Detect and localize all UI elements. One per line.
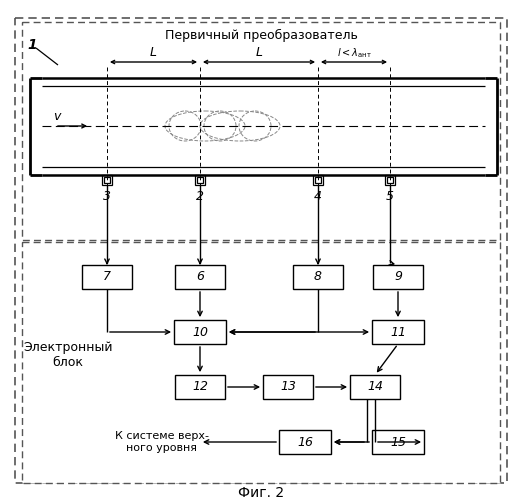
Bar [372, 430, 424, 454]
Bar [102, 175, 112, 185]
Bar [293, 265, 343, 289]
Bar [372, 320, 424, 344]
Bar [195, 175, 205, 185]
Bar [279, 430, 331, 454]
Text: 9: 9 [394, 270, 402, 283]
Bar [387, 177, 393, 183]
Bar [174, 320, 226, 344]
Text: К системе верх-
ного уровня: К системе верх- ного уровня [115, 431, 209, 453]
Text: 14: 14 [367, 380, 383, 394]
Text: 15: 15 [390, 436, 406, 448]
Bar [315, 177, 321, 183]
Bar [104, 177, 110, 183]
Bar [175, 265, 225, 289]
Text: v: v [53, 110, 61, 124]
Bar [22, 22, 500, 240]
Bar [350, 375, 400, 399]
Bar [373, 265, 423, 289]
Text: Фиг. 2: Фиг. 2 [238, 486, 284, 500]
Text: 11: 11 [390, 326, 406, 338]
Text: 16: 16 [297, 436, 313, 448]
Text: 1: 1 [27, 38, 37, 52]
Bar [175, 375, 225, 399]
Text: 10: 10 [192, 326, 208, 338]
Bar [22, 242, 500, 483]
Text: 5: 5 [386, 190, 394, 203]
Text: 3: 3 [103, 190, 111, 203]
Text: L: L [255, 46, 263, 60]
Bar [263, 375, 313, 399]
Text: 6: 6 [196, 270, 204, 283]
Text: 8: 8 [314, 270, 322, 283]
Text: 12: 12 [192, 380, 208, 394]
Bar [385, 175, 395, 185]
Text: 2: 2 [196, 190, 204, 203]
Bar [313, 175, 323, 185]
Text: 4: 4 [314, 190, 322, 203]
Text: Первичный преобразователь: Первичный преобразователь [164, 28, 358, 42]
Bar [82, 265, 132, 289]
Text: Электронный
блок: Электронный блок [23, 341, 113, 369]
Text: $l{<}\lambda_{\rm{ант}}$: $l{<}\lambda_{\rm{ант}}$ [337, 46, 372, 60]
Text: 7: 7 [103, 270, 111, 283]
Text: L: L [149, 46, 157, 60]
Text: 13: 13 [280, 380, 296, 394]
Bar [197, 177, 203, 183]
